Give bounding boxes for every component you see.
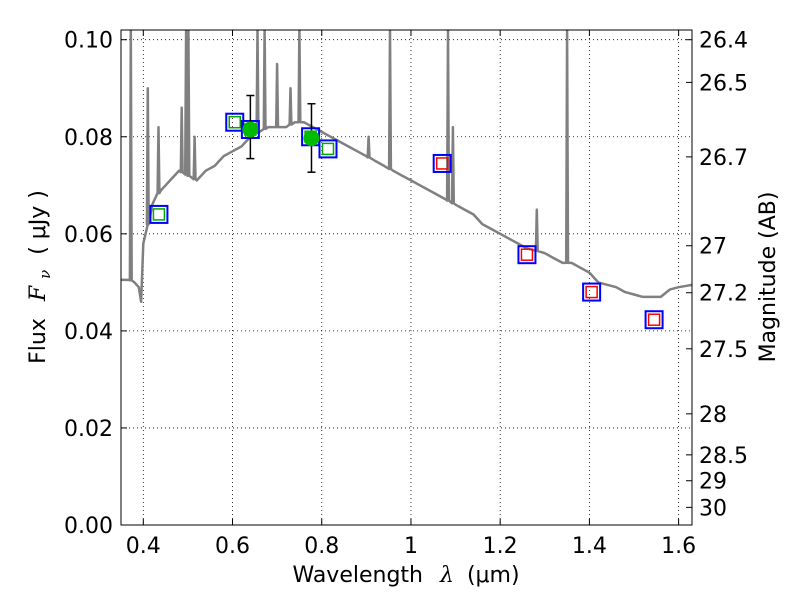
x-tick-label: 0.8 xyxy=(304,534,339,559)
x-tick-label: 1.4 xyxy=(572,534,607,559)
model-flux-box xyxy=(520,248,534,261)
measurement-point xyxy=(303,130,320,147)
model-flux-box xyxy=(435,157,449,170)
observed-flux-box xyxy=(582,282,602,302)
model-flux-box xyxy=(228,115,242,129)
observed-flux-box xyxy=(517,245,537,265)
y-axis-label-symbol: F xyxy=(26,285,51,302)
x-axis-label-symbol: λ xyxy=(439,563,454,588)
model-flux-box xyxy=(647,313,661,326)
y-tick-label: 0.10 xyxy=(64,29,113,54)
model-flux-box xyxy=(585,285,598,299)
observed-flux-box xyxy=(432,153,452,173)
axis-ticks: 0.4 0.6 0.8 1 1.2 1.4 1.6 0.00 0.02 0.04 0.06 0.08 0… xyxy=(64,29,748,559)
y2-tick-label: 26.4 xyxy=(699,29,748,54)
y2-tick-label: 29 xyxy=(699,470,727,495)
plot-frame xyxy=(120,29,693,526)
y2-tick-label: 28 xyxy=(699,403,727,428)
y2-tick-label: 26.7 xyxy=(699,146,748,171)
y2-axis-label: Magnitude (AB) xyxy=(756,192,781,363)
y2-tick-label: 30 xyxy=(699,496,727,521)
grid-lines xyxy=(121,30,692,525)
x-tick-label: 0.4 xyxy=(126,534,161,559)
y-tick-label: 0.08 xyxy=(64,126,113,151)
y-axis-label-subscript: ν xyxy=(36,270,54,279)
y-tick-label: 0.02 xyxy=(64,417,113,442)
measurement-point xyxy=(242,121,259,138)
x-tick-label: 1.6 xyxy=(661,534,696,559)
x-tick-label: 1.2 xyxy=(483,534,518,559)
model-flux-box xyxy=(152,208,166,221)
y-tick-label: 0.00 xyxy=(64,514,113,539)
x-tick-label: 0.6 xyxy=(215,534,250,559)
y2-tick-label: 26.5 xyxy=(699,71,748,96)
y2-tick-label: 27 xyxy=(699,235,727,260)
x-tick-label: 1 xyxy=(404,534,418,559)
y-axis-label-unit: ( μJy ) xyxy=(26,190,51,255)
x-axis-label: Wavelength λ (μm) xyxy=(292,563,519,588)
observed-flux-box xyxy=(318,139,338,159)
y-tick-label: 0.06 xyxy=(64,223,113,248)
spectrum-line xyxy=(121,30,692,304)
observed-flux-box xyxy=(149,204,169,224)
observed-flux-box xyxy=(644,310,664,330)
y2-tick-label: 28.5 xyxy=(699,444,748,469)
spectrum-layer xyxy=(121,30,692,304)
points-layer xyxy=(149,94,664,330)
y2-tick-label: 27.5 xyxy=(699,338,748,363)
x-axis-label-main: Wavelength xyxy=(292,563,423,588)
x-axis-label-unit: (μm) xyxy=(467,563,520,588)
y-tick-label: 0.04 xyxy=(64,320,113,345)
y2-tick-label: 27.2 xyxy=(699,282,748,307)
model-flux-box xyxy=(321,142,335,156)
y-axis-label-main: Flux xyxy=(26,318,51,364)
y-axis-label: Flux F ν ( μJy ) xyxy=(26,190,56,364)
observed-flux-box xyxy=(225,112,245,132)
